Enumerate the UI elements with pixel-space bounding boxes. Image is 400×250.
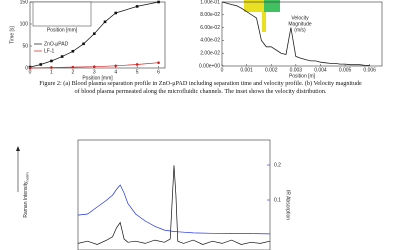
legend-label: LF-1 <box>44 48 55 54</box>
plot-frame <box>77 139 271 250</box>
series-line <box>221 1 370 66</box>
marker <box>114 11 118 15</box>
x-tick-label: 2 <box>71 69 74 75</box>
marker <box>135 63 139 66</box>
y-tick-label: 1.00e-01 <box>200 0 220 5</box>
marker <box>135 5 139 8</box>
x-tick-label: 0.003 <box>290 67 303 73</box>
x-tick-label: 0.002 <box>265 67 278 73</box>
y2-axis-label: IR Absorption <box>285 190 291 220</box>
y-axis-label: (m/s) <box>294 27 306 33</box>
x-tick-label: 0.004 <box>314 67 327 73</box>
inset-x-label: Position [mm] <box>47 27 78 33</box>
y-tick-label: 6.00e-02 <box>200 25 220 31</box>
y2-tick-label: 0.1 <box>274 197 281 203</box>
y-tick-label: 0 <box>25 65 28 71</box>
plot-frame <box>29 1 166 69</box>
y-axis-label: Time [s] <box>9 26 15 44</box>
x-tick-label: 1 <box>50 69 53 75</box>
x-tick-label: 3 <box>93 69 96 75</box>
marker <box>92 32 96 35</box>
arrow-head <box>16 146 20 151</box>
series-line <box>77 184 271 235</box>
marker <box>50 66 53 69</box>
marker <box>39 63 43 66</box>
series-line <box>77 165 271 245</box>
y-axis-label: Magnitude <box>288 21 312 27</box>
marker <box>71 49 75 53</box>
y2-tick-label: 0.2 <box>274 162 281 168</box>
y-tick-label: 100 <box>20 21 29 27</box>
x-tick-label: 5 <box>136 69 139 75</box>
marker <box>157 61 160 65</box>
caption: Figure 2: (a) Blood plasma separation pr… <box>39 80 362 95</box>
marker <box>50 59 53 63</box>
x-tick-label: 0.005 <box>339 67 352 73</box>
marker <box>60 55 64 58</box>
x-axis-label: Position [mm] <box>82 75 113 81</box>
y-tick-label: 8.00e-02 <box>200 12 220 18</box>
inset-image <box>262 12 266 32</box>
marker <box>28 66 32 70</box>
y-tick-label: 2.00e-02 <box>200 51 220 57</box>
marker <box>157 0 160 4</box>
marker <box>82 42 85 46</box>
x-tick-label: 4 <box>114 69 117 75</box>
x-axis-label: Position [m] <box>289 73 316 79</box>
marker <box>71 65 75 69</box>
y-axis-label: Raman Intensitynorm <box>23 172 29 218</box>
marker <box>103 20 107 24</box>
y-tick-label: 50 <box>22 43 28 49</box>
y-tick-label: 150 <box>20 0 29 5</box>
marker <box>92 65 96 68</box>
x-tick-label: 0.006 <box>363 67 376 73</box>
plot-frame <box>221 1 383 67</box>
inset-image <box>264 0 280 12</box>
x-tick-label: 0 <box>221 67 224 73</box>
y-axis-label: Velocity <box>291 15 309 21</box>
y-axis-label-main: Raman Intensity <box>23 181 29 218</box>
x-tick-label: 6 <box>157 69 160 75</box>
y-axis-label-sub: norm <box>25 172 30 182</box>
inset-frame <box>32 1 92 27</box>
marker <box>114 64 118 68</box>
legend-label: ZnO-μPAD <box>44 41 69 47</box>
x-tick-label: 0 <box>29 69 32 75</box>
y-tick-label: 4.00e-02 <box>200 38 220 44</box>
x-tick-label: 0.001 <box>240 67 253 73</box>
inset-image <box>244 0 264 12</box>
y-tick-label: 0.00e+00 <box>199 63 220 69</box>
